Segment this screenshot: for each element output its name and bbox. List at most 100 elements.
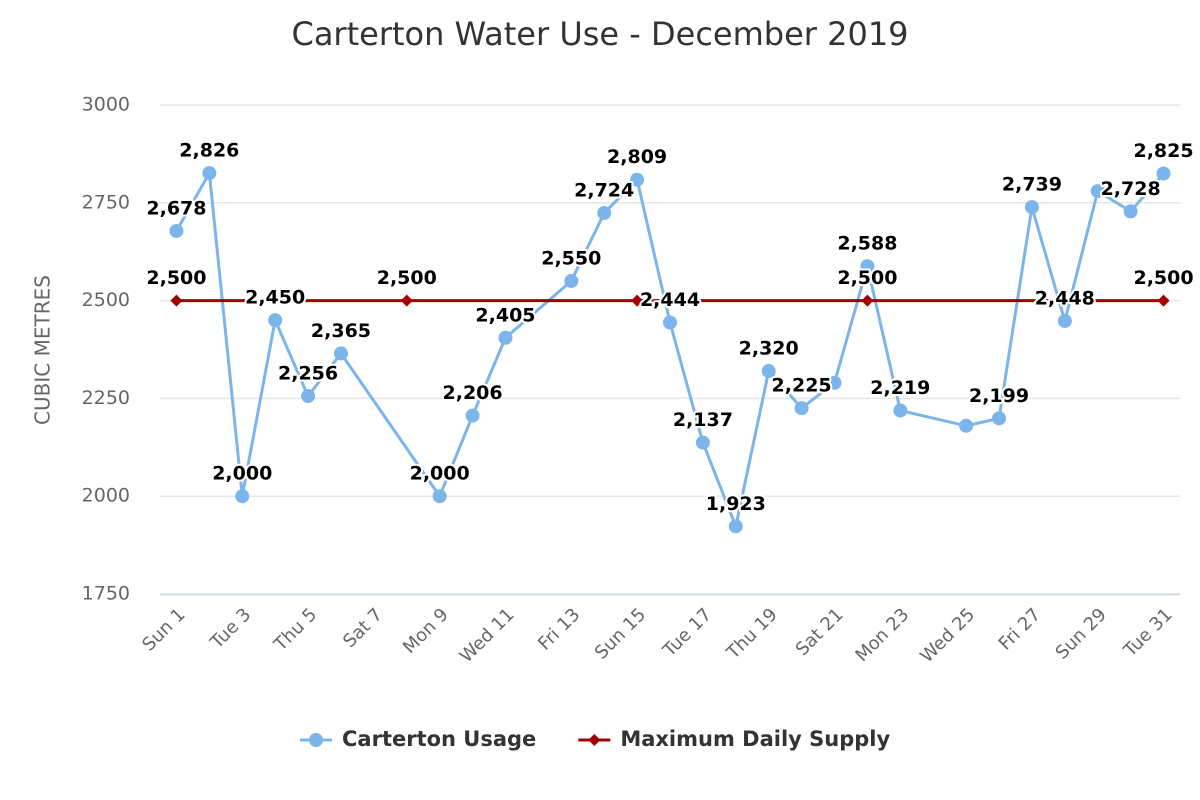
point	[268, 313, 283, 328]
data-label: 2,500	[146, 267, 206, 289]
y-tick-label: 1750	[82, 583, 130, 605]
y-tick-label: 2250	[82, 387, 130, 409]
data-label: 2,826	[179, 140, 239, 162]
line-segment	[273, 318, 310, 398]
data-label: 2,320	[739, 338, 799, 360]
point	[169, 223, 184, 238]
point	[202, 166, 217, 181]
point	[1123, 204, 1138, 219]
data-label: 2,500	[837, 267, 897, 289]
data-label: 2,137	[673, 409, 733, 431]
point	[761, 364, 776, 379]
line-segment	[602, 178, 639, 215]
x-tick-label: Sat 21	[792, 604, 848, 660]
line-segment	[438, 414, 475, 498]
line-segment	[174, 171, 211, 233]
x-tick-label: Mon 23	[851, 604, 913, 666]
data-label: 1,923	[706, 493, 766, 515]
line-segment	[339, 351, 442, 498]
data-label: 2,365	[311, 320, 371, 342]
legend-marker	[588, 734, 601, 746]
point	[728, 519, 743, 534]
data-label: 2,500	[377, 267, 437, 289]
data-label: 2,225	[772, 375, 832, 397]
data-label: 2,000	[410, 463, 470, 485]
point	[597, 205, 612, 220]
line-segment	[306, 351, 343, 398]
data-label: 2,000	[212, 463, 272, 485]
chart-title: Carterton Water Use - December 2019	[291, 15, 908, 53]
data-label: 2,256	[278, 363, 338, 385]
data-label: 2,550	[541, 248, 601, 270]
x-tick-label: Sun 1	[138, 604, 189, 655]
x-tick-label: Wed 11	[456, 604, 519, 667]
point	[663, 315, 677, 330]
x-tick-label: Fri 13	[534, 604, 584, 654]
data-label: 2,219	[870, 377, 930, 399]
line-segment	[997, 205, 1034, 420]
point	[1090, 184, 1105, 199]
y-tick-label: 2500	[82, 289, 130, 311]
line-segment	[833, 264, 869, 385]
data-label: 2,678	[146, 197, 206, 219]
point	[794, 401, 809, 416]
point	[631, 294, 644, 307]
line-segment	[207, 171, 244, 498]
y-axis-title: CUBIC METRES	[31, 275, 55, 425]
line-segment	[898, 409, 968, 428]
line-segment	[240, 318, 277, 498]
x-tick-label: Tue 31	[1119, 604, 1177, 662]
point	[827, 375, 842, 390]
x-tick-label: Thu 5	[270, 604, 322, 656]
point	[1156, 166, 1171, 181]
line-segment	[734, 369, 771, 528]
point	[992, 411, 1007, 426]
line-segment	[865, 264, 902, 413]
data-label: 2,588	[837, 233, 897, 255]
x-tick-label: Tue 17	[658, 604, 716, 662]
point	[893, 403, 908, 418]
line-segment	[503, 279, 573, 340]
data-label: 2,206	[443, 382, 503, 404]
x-tick-label: Tue 3	[206, 604, 255, 653]
data-label: 2,444	[640, 289, 700, 311]
data-label: 2,405	[475, 304, 535, 326]
point	[498, 330, 513, 345]
point	[695, 435, 710, 450]
line-segment	[767, 369, 804, 410]
point	[861, 294, 874, 307]
data-label: 2,199	[969, 385, 1029, 407]
data-label: 2,724	[574, 179, 634, 201]
point	[1057, 313, 1072, 328]
x-tick-label: Wed 25	[916, 604, 979, 667]
point	[170, 294, 183, 307]
point	[400, 294, 413, 307]
line-segment	[1129, 171, 1166, 213]
y-tick-label: 3000	[82, 94, 130, 116]
point	[333, 346, 348, 361]
line-segment	[635, 178, 672, 325]
point	[564, 274, 579, 289]
series	[174, 171, 1166, 528]
data-label: 2,448	[1035, 287, 1095, 309]
data-label: 2,450	[245, 287, 305, 309]
data-label: 2,825	[1133, 140, 1193, 162]
legend-marker	[309, 733, 323, 747]
line-segment	[668, 321, 705, 445]
data-label: 2,500	[1133, 267, 1193, 289]
legend-label: Carterton Usage	[342, 727, 536, 751]
point	[959, 418, 974, 433]
y-tick-label: 2750	[82, 191, 130, 213]
line-segment	[569, 211, 606, 283]
data-label: 2,809	[607, 146, 667, 168]
legend-label: Maximum Daily Supply	[620, 727, 890, 751]
data-label: 2,739	[1002, 174, 1062, 196]
point	[1024, 200, 1039, 215]
point	[235, 489, 250, 504]
line-segment	[471, 336, 507, 418]
x-tick-label: Sat 7	[339, 604, 387, 652]
x-tick-label: Thu 19	[722, 604, 782, 664]
point	[860, 259, 875, 274]
